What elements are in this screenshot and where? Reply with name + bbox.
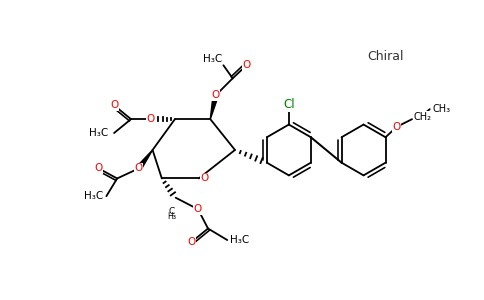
Text: CH₂: CH₂ bbox=[414, 112, 432, 122]
Text: H₃C: H₃C bbox=[230, 235, 250, 245]
Text: H₃C: H₃C bbox=[89, 128, 108, 138]
Text: O: O bbox=[242, 60, 251, 70]
Text: O: O bbox=[110, 100, 118, 110]
Text: O: O bbox=[135, 164, 143, 173]
Text: O: O bbox=[187, 237, 195, 248]
Text: O: O bbox=[393, 122, 401, 132]
Text: Cl: Cl bbox=[283, 98, 295, 111]
Text: O: O bbox=[194, 204, 202, 214]
Polygon shape bbox=[136, 150, 152, 170]
Text: CH₃: CH₃ bbox=[433, 104, 451, 114]
Text: Chiral: Chiral bbox=[367, 50, 403, 63]
Text: H₃C: H₃C bbox=[84, 191, 103, 201]
Text: O: O bbox=[212, 90, 220, 100]
Text: O: O bbox=[94, 164, 103, 173]
Text: C: C bbox=[169, 207, 175, 216]
Text: H₃: H₃ bbox=[167, 212, 176, 220]
Polygon shape bbox=[211, 95, 218, 119]
Text: H₃C: H₃C bbox=[203, 54, 222, 64]
Text: O: O bbox=[146, 114, 154, 124]
Text: O: O bbox=[200, 173, 209, 184]
